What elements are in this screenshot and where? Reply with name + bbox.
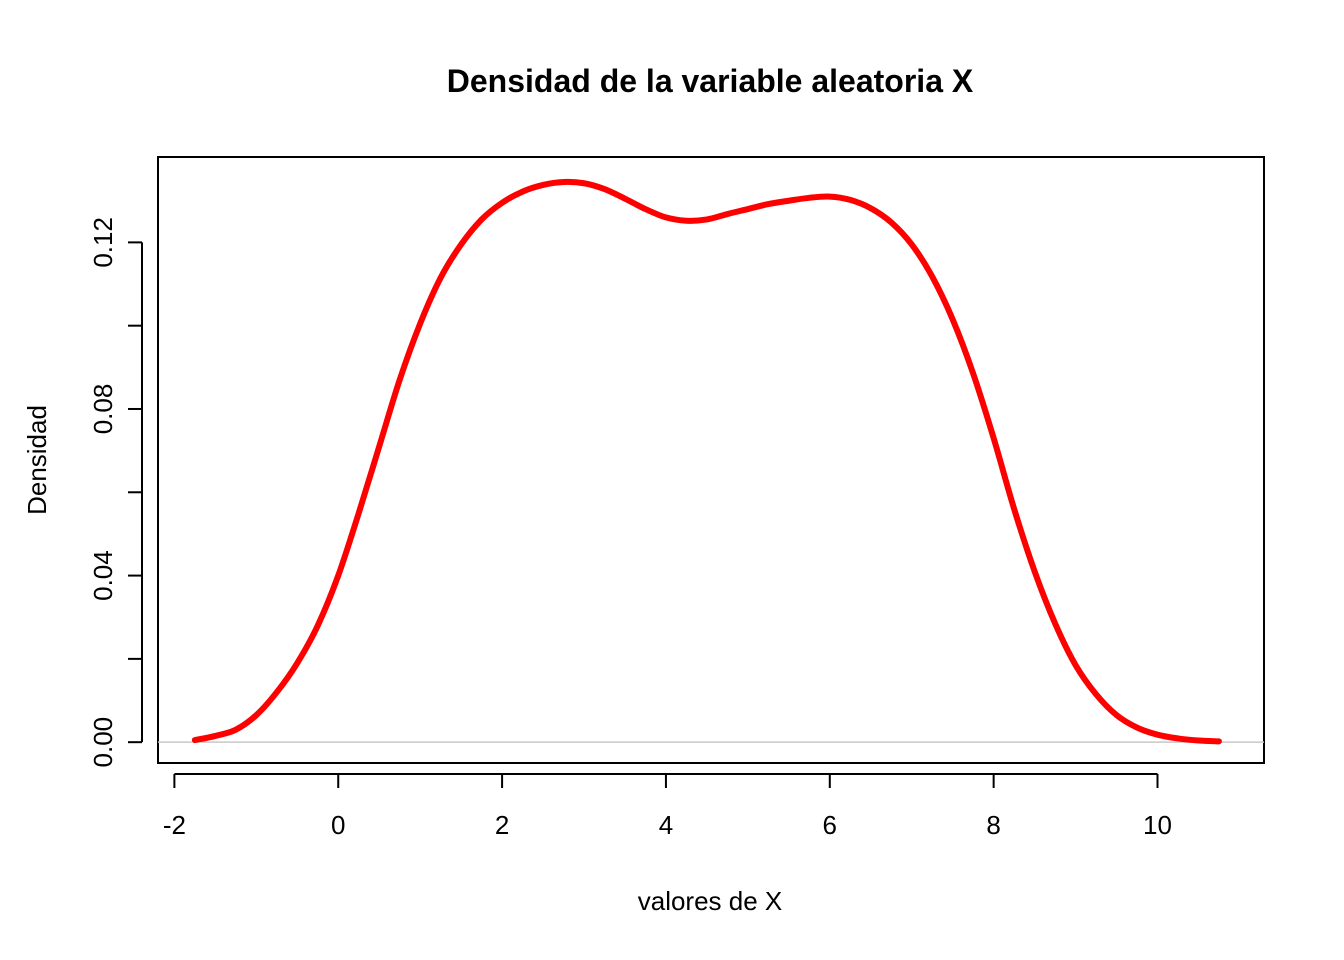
y-tick-label: 0.12 (88, 217, 118, 268)
x-tick-label: 6 (823, 810, 837, 840)
y-tick-label: 0.04 (88, 550, 118, 601)
x-tick-label: 8 (986, 810, 1000, 840)
x-axis-label: valores de X (638, 886, 783, 916)
x-tick-label: -2 (163, 810, 186, 840)
y-axis: 0.00 0.04 0.08 0.12 (88, 217, 143, 768)
y-tick-label: 0.00 (88, 717, 118, 768)
density-curve (191, 178, 1222, 745)
plot-frame (157, 156, 1265, 764)
x-tick-label: 4 (659, 810, 673, 840)
chart-title: Densidad de la variable aleatoria X (447, 63, 974, 99)
y-axis-label: Densidad (22, 405, 52, 515)
x-tick-label: 2 (495, 810, 509, 840)
x-tick-label: 0 (331, 810, 345, 840)
x-axis: -2 0 2 4 6 8 10 (163, 773, 1172, 840)
x-tick-label: 10 (1143, 810, 1172, 840)
y-tick-label: 0.08 (88, 384, 118, 435)
